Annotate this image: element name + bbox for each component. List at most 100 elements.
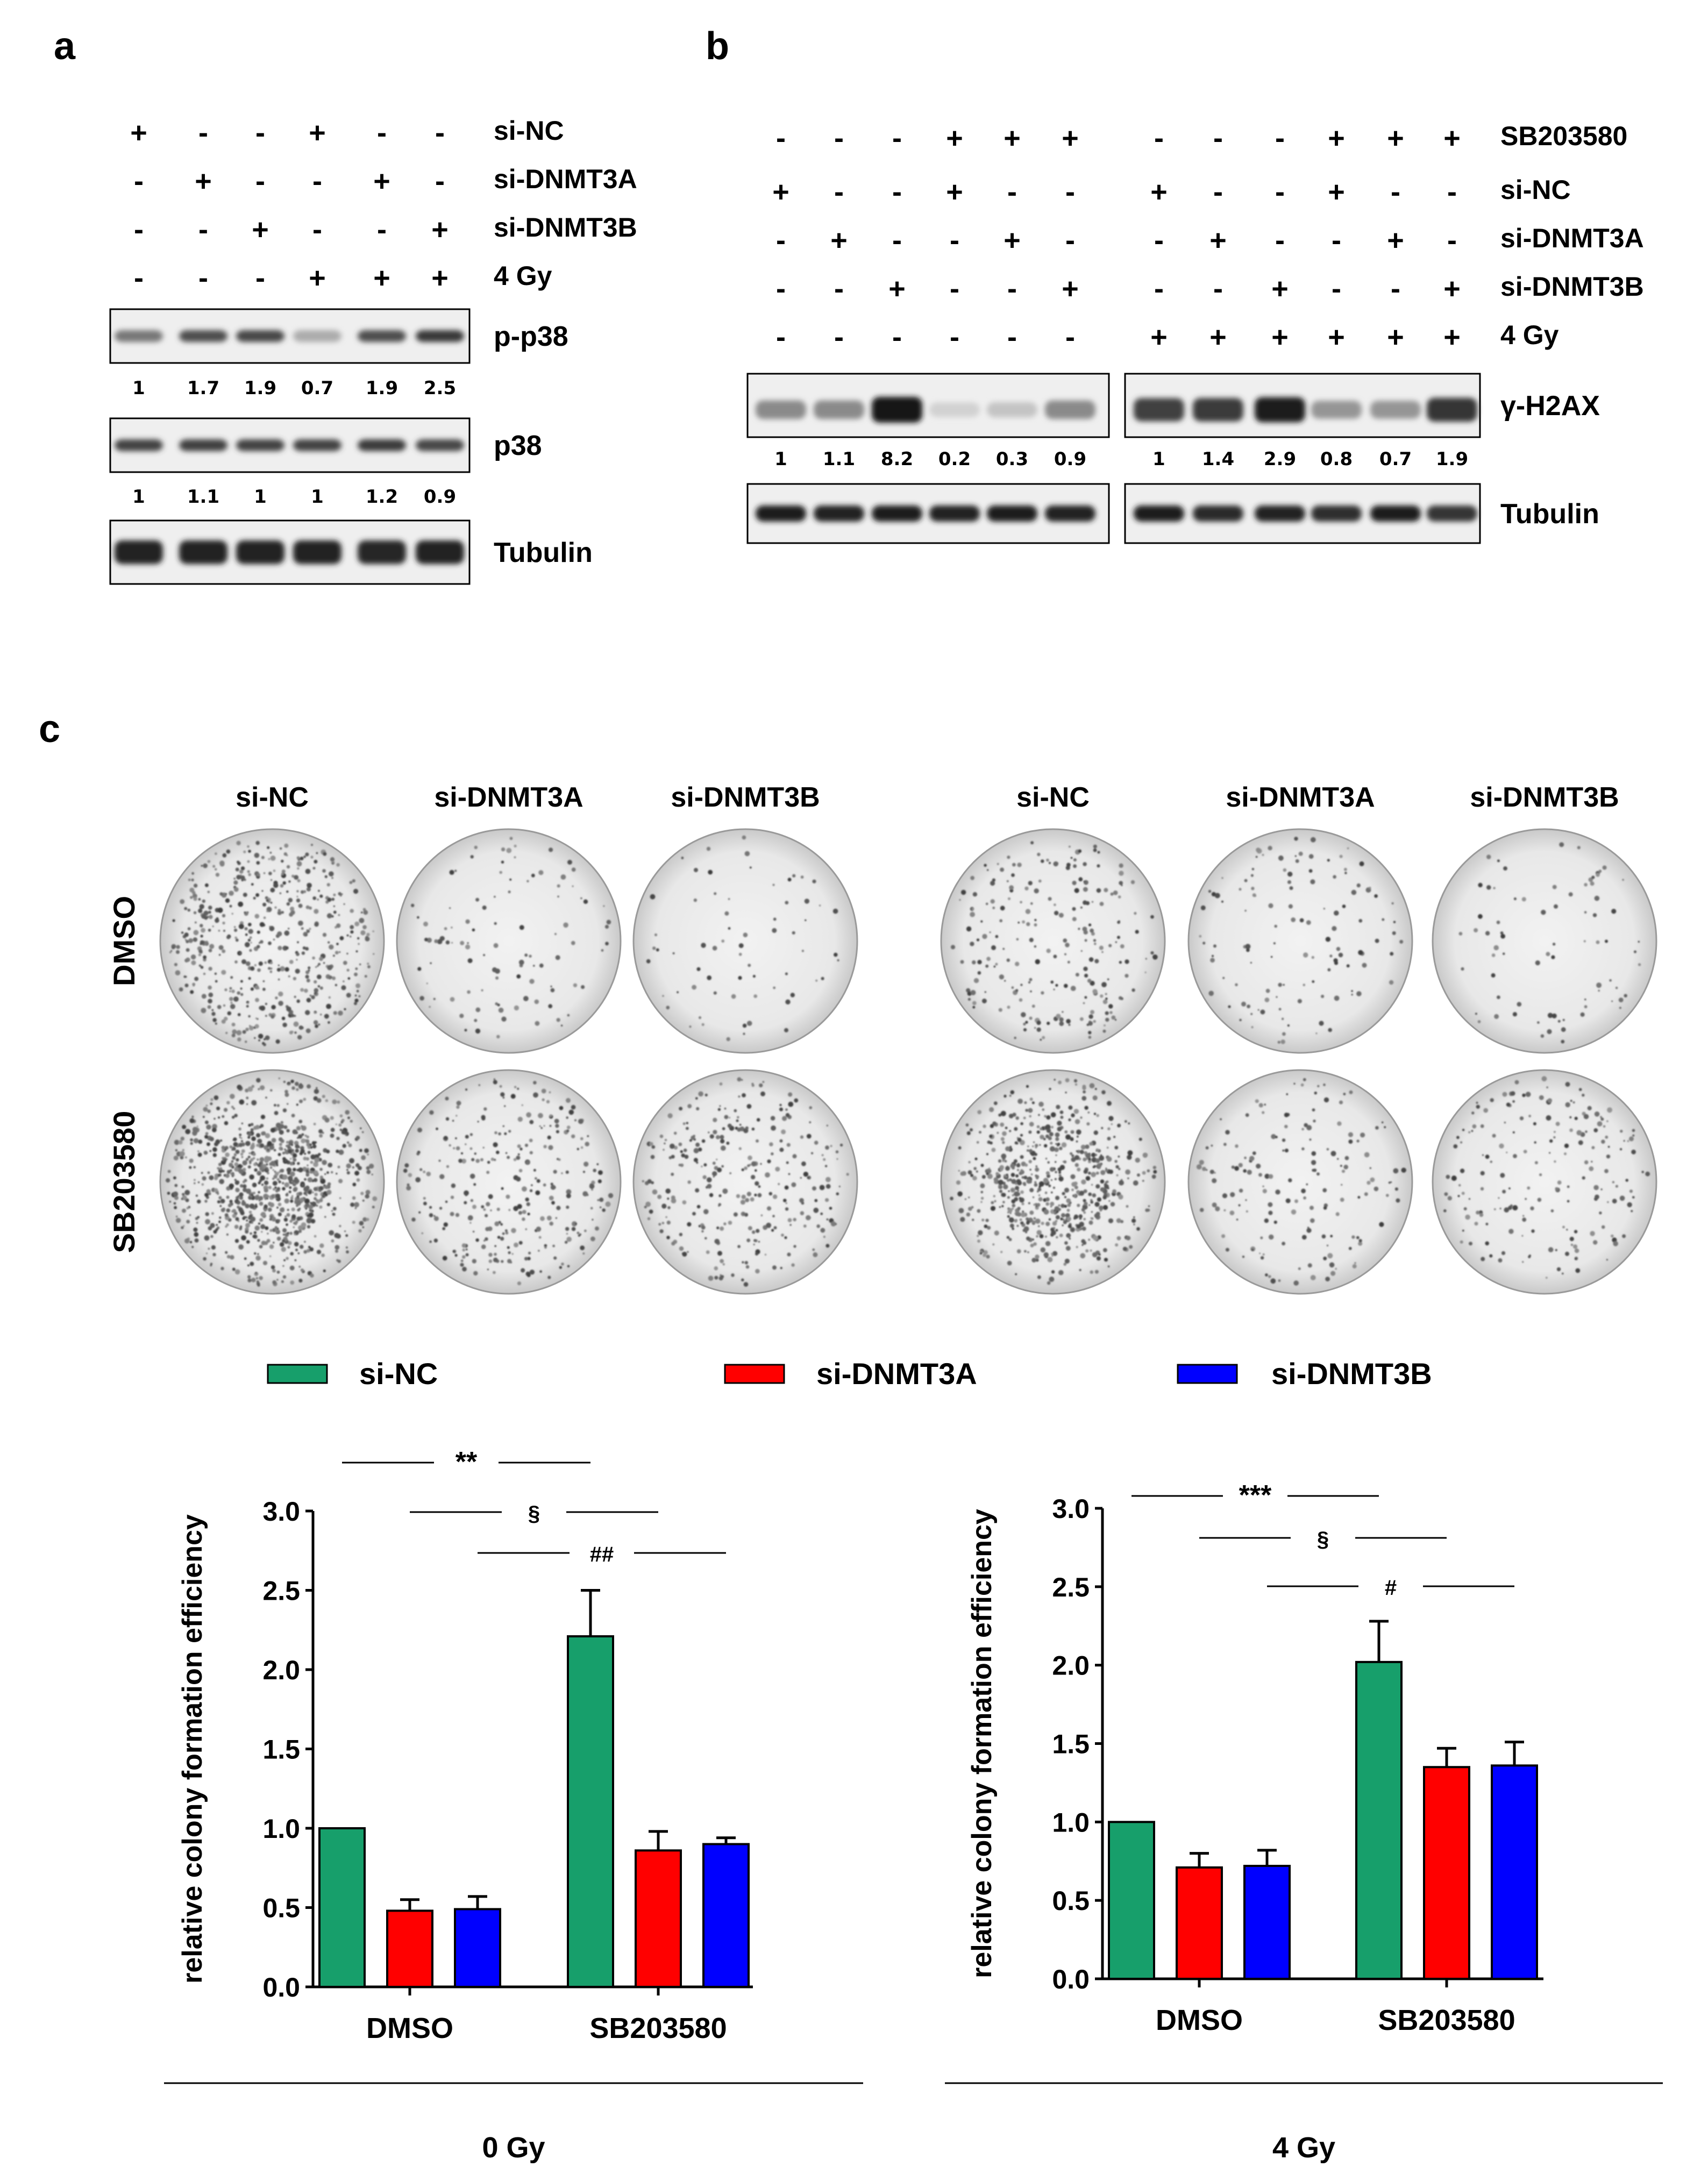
colony-dot xyxy=(1055,1161,1057,1163)
colony-dot xyxy=(739,1123,742,1126)
colony-dot xyxy=(323,1269,326,1272)
colony-dot xyxy=(1096,1256,1101,1261)
colony-dot xyxy=(344,1230,346,1232)
colony-dot xyxy=(753,1239,757,1242)
colony-dot xyxy=(317,985,321,988)
colony-dot xyxy=(333,893,336,896)
colony-dot xyxy=(229,1163,233,1167)
colony-dot xyxy=(1104,888,1108,893)
colony-dot xyxy=(247,1136,251,1139)
colony-dot xyxy=(338,1010,343,1016)
colony-dot xyxy=(724,1115,729,1120)
colony-dot xyxy=(1037,852,1041,857)
colony-dot xyxy=(1625,1179,1628,1182)
colony-dot xyxy=(208,1248,210,1250)
colony-dot xyxy=(549,1124,552,1127)
colony-dot xyxy=(310,1160,314,1164)
colony-dot xyxy=(1458,932,1463,936)
colony-dot xyxy=(1133,1180,1138,1186)
colony-dot xyxy=(329,871,334,876)
colony-dot xyxy=(287,1103,289,1105)
colony-dot xyxy=(277,1127,281,1131)
colony-dot xyxy=(521,1268,525,1273)
colony-dot xyxy=(241,1140,243,1143)
colony-dot xyxy=(1034,918,1037,922)
bar-si-nc-dmso xyxy=(1108,1821,1155,1980)
quant-value: 0.9 xyxy=(1054,448,1086,470)
colony-dot xyxy=(1584,911,1587,914)
colony-dot xyxy=(245,1230,249,1234)
colony-dot xyxy=(513,1158,517,1161)
colony-dot xyxy=(212,1018,217,1022)
colony-dot xyxy=(287,1245,290,1248)
colonies xyxy=(642,1077,849,1287)
colony-dot xyxy=(1343,1165,1348,1170)
colony-dot xyxy=(1369,1167,1371,1169)
colony-dot xyxy=(294,995,296,998)
sign: + xyxy=(1443,122,1461,154)
sign: + xyxy=(888,273,906,305)
colony-dot xyxy=(277,1202,282,1207)
sign: + xyxy=(772,176,789,208)
colony-dot xyxy=(193,1138,199,1144)
colony-dot xyxy=(712,1161,716,1165)
colony-dot xyxy=(244,942,250,947)
colony-dot xyxy=(304,1198,310,1204)
sign: - xyxy=(255,117,265,149)
colony-dot xyxy=(319,1243,324,1248)
colony-dot xyxy=(1322,1188,1327,1193)
colony-dot xyxy=(978,1230,983,1236)
colony-dot xyxy=(283,1125,288,1129)
colony-dot xyxy=(433,997,436,1000)
colony-dot xyxy=(519,1147,523,1151)
colony-dot xyxy=(1619,1195,1625,1201)
colony-dot xyxy=(1563,1152,1567,1156)
colony-dot xyxy=(1478,914,1483,919)
colony-dot xyxy=(270,1160,276,1166)
colony-dot xyxy=(958,1170,960,1172)
colony-dot xyxy=(1015,1116,1019,1120)
colony-dot xyxy=(567,860,572,865)
colony-dot xyxy=(1054,1178,1057,1180)
sign: - xyxy=(1213,122,1223,154)
colony-dot xyxy=(248,1210,252,1214)
colony-dot xyxy=(1522,1093,1526,1097)
colony-dot xyxy=(712,1171,717,1177)
colony-dot xyxy=(204,1200,208,1203)
colony-dot xyxy=(291,874,295,878)
colony-dot xyxy=(1084,939,1087,942)
significance-label: *** xyxy=(1239,1480,1272,1511)
colony-dot xyxy=(970,875,974,880)
colony-dot xyxy=(751,1084,755,1087)
colony-dot xyxy=(310,1218,316,1224)
colony-dot xyxy=(240,1211,245,1216)
colony-dot xyxy=(1102,1029,1106,1033)
colony-dot xyxy=(304,1152,307,1155)
colony-dot xyxy=(1106,1146,1109,1149)
colony-dot xyxy=(1211,1144,1213,1147)
colony-dot xyxy=(303,1157,307,1160)
colony-dot xyxy=(1325,937,1331,942)
colony-dot xyxy=(1306,1183,1308,1186)
colony-dot xyxy=(1029,1097,1033,1101)
colony-dot xyxy=(286,1006,291,1012)
colony-dot xyxy=(184,1156,187,1159)
colony-dot xyxy=(807,1177,809,1179)
colony-dot xyxy=(826,1124,829,1127)
colony-dot xyxy=(291,1086,295,1090)
colony-dot xyxy=(1017,1189,1020,1192)
colony-dot xyxy=(250,1123,254,1127)
colony-dot xyxy=(1058,1174,1062,1177)
colony-dot xyxy=(1081,1208,1085,1212)
colony-dot xyxy=(444,1136,448,1140)
colony-dot xyxy=(1011,986,1014,989)
colony-dot xyxy=(246,1096,249,1100)
colony-dot xyxy=(237,1201,241,1204)
colony-dot xyxy=(204,1193,209,1198)
colony-dot xyxy=(1310,837,1316,843)
colony-dot xyxy=(1053,954,1057,959)
quant-value: 0.3 xyxy=(996,448,1028,470)
colony-dot xyxy=(309,1247,314,1252)
colony-dot xyxy=(984,1224,988,1229)
colony-dot xyxy=(767,1159,771,1164)
